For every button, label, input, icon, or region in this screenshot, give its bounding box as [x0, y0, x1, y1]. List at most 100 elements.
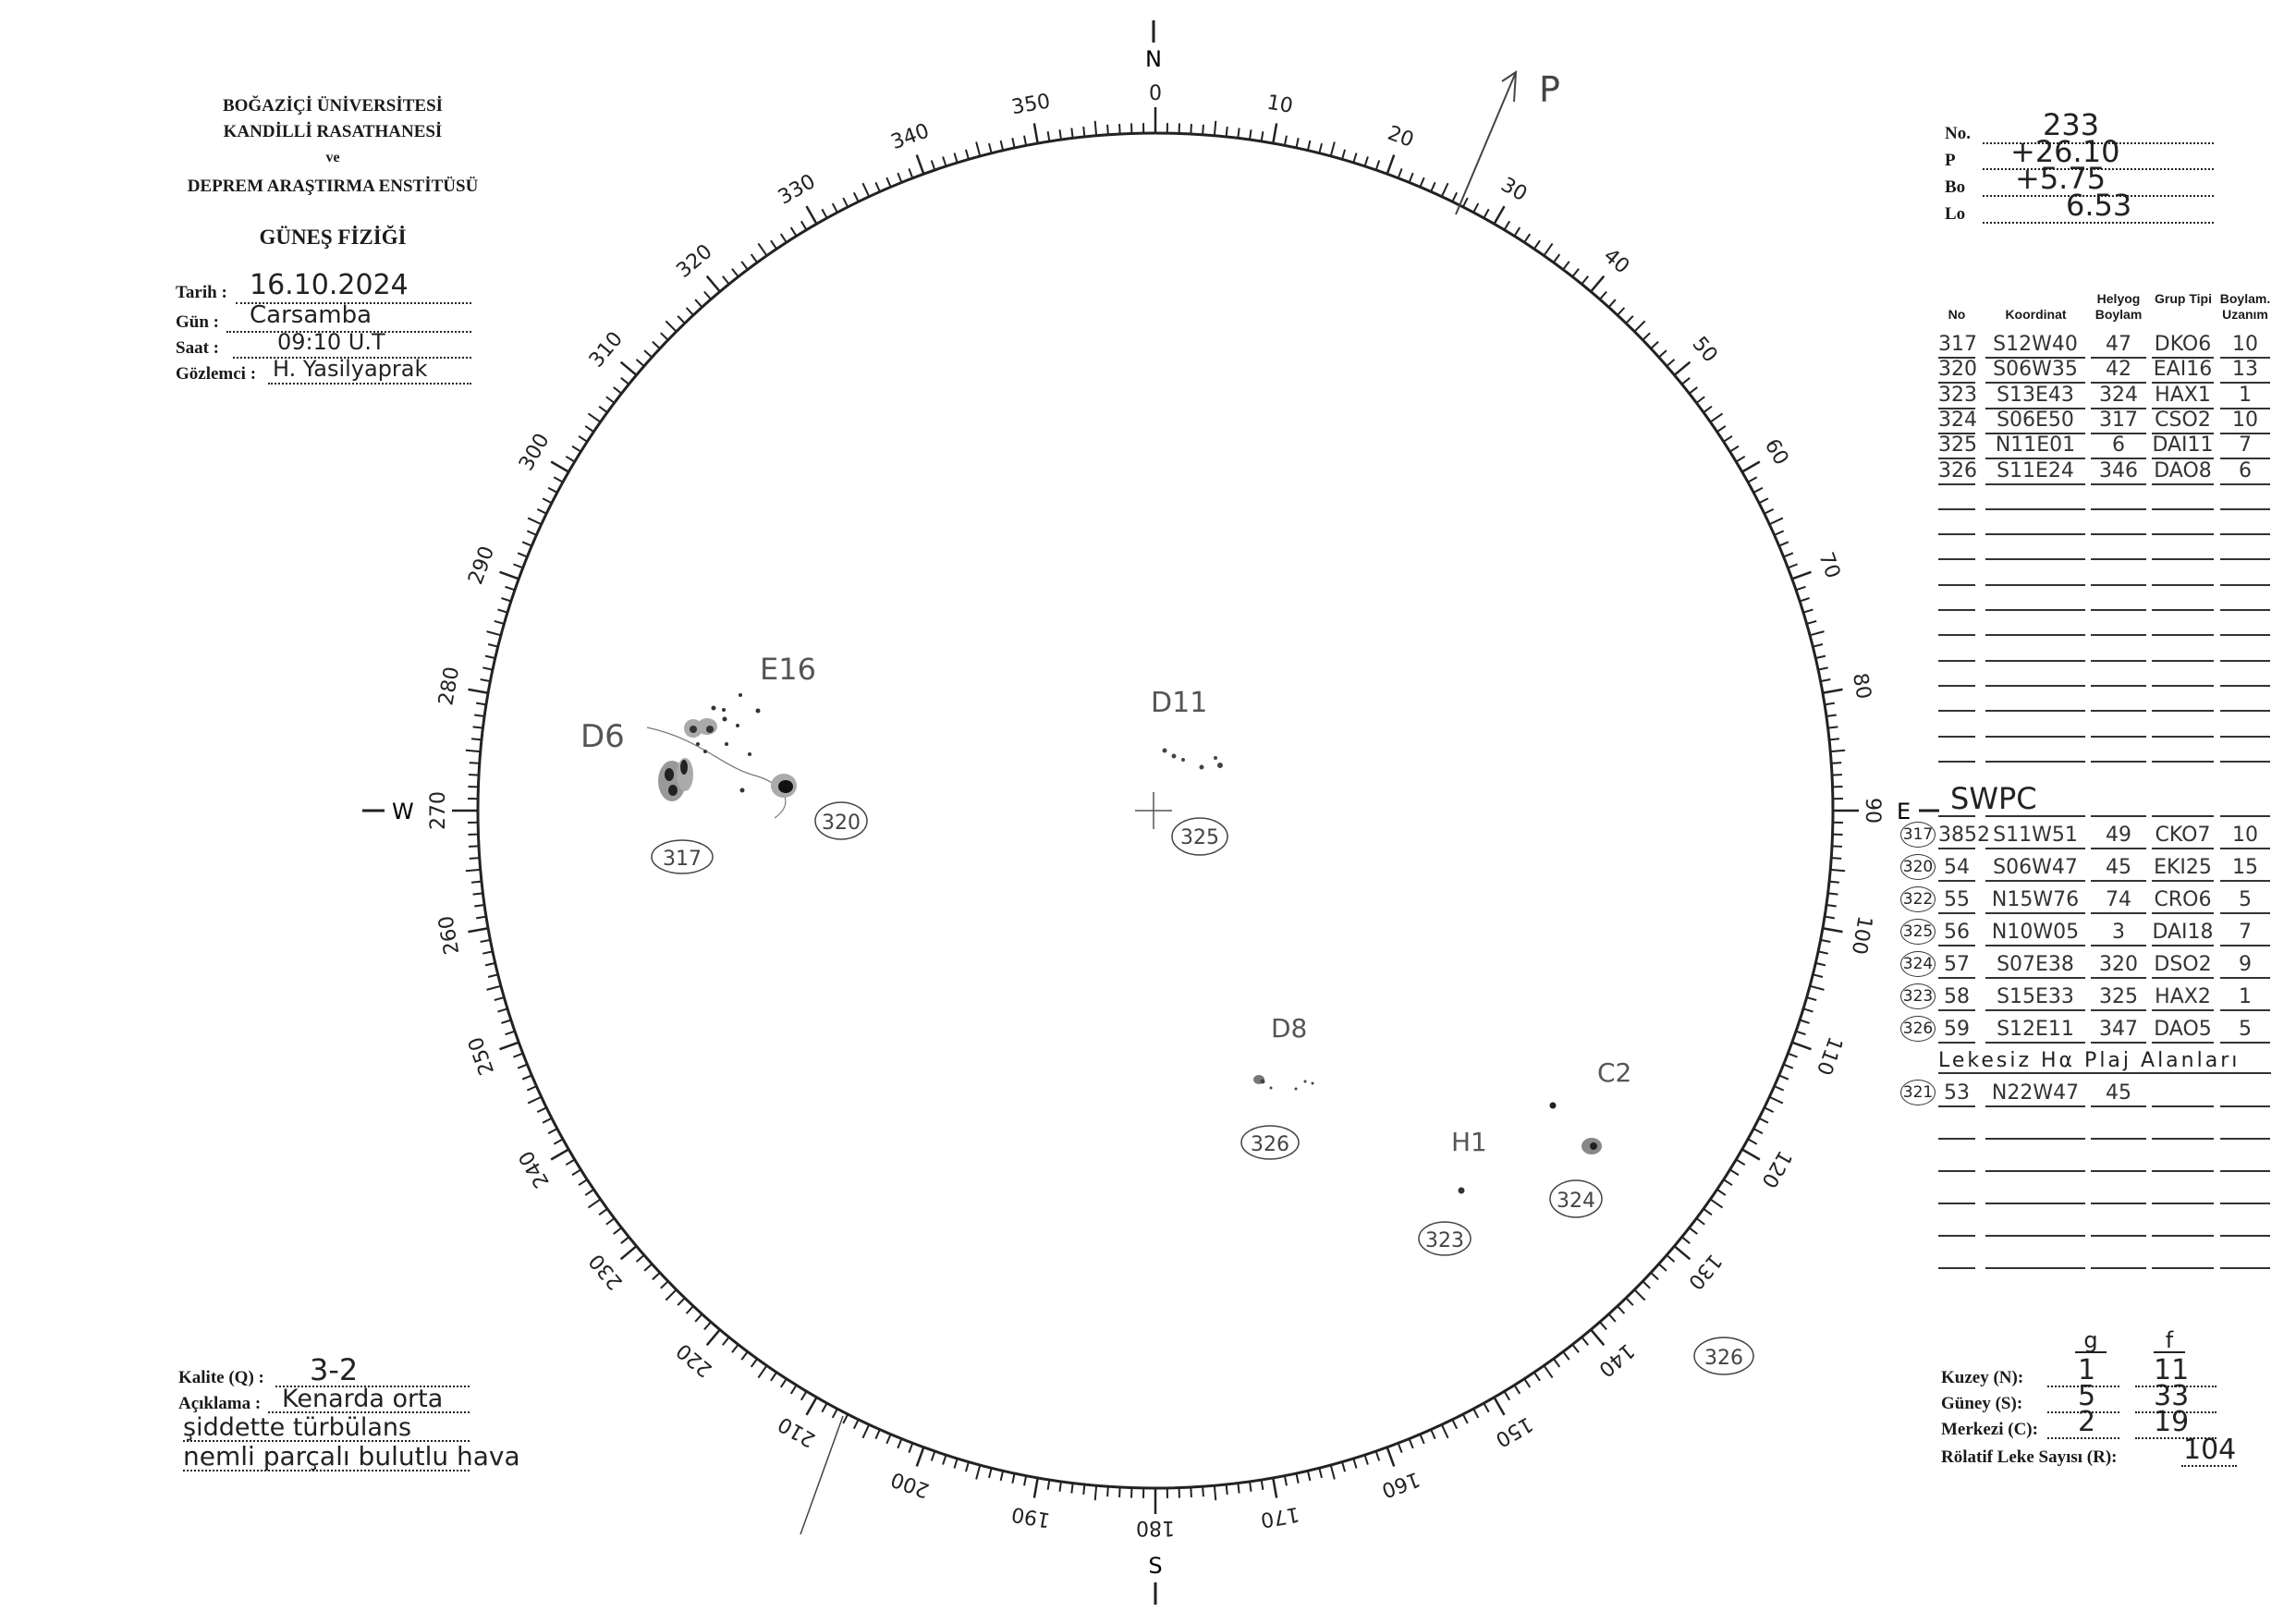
- degree-tick: [499, 1041, 519, 1051]
- degree-label: 0: [1149, 82, 1162, 105]
- degree-tick: [1272, 123, 1278, 144]
- degree-tick: [1830, 868, 1846, 873]
- degree-label: 330: [775, 170, 820, 210]
- degree-tick: [620, 377, 629, 385]
- degree-tick: [517, 1063, 528, 1069]
- degree-tick: [1824, 702, 1835, 706]
- degree-label: 350: [1009, 90, 1052, 119]
- table-cell: [2091, 609, 2146, 637]
- degree-tick: [1386, 1447, 1396, 1467]
- degree-tick: [694, 299, 703, 308]
- degree-label: 120: [1756, 1146, 1796, 1191]
- degree-tick: [1483, 208, 1490, 219]
- degree-tick: [800, 220, 808, 231]
- degree-label: 50: [1687, 333, 1721, 368]
- south-f: 33: [2154, 1380, 2190, 1412]
- degree-tick: [1802, 1007, 1814, 1013]
- degree-tick: [1503, 1390, 1511, 1401]
- table-cell: [1985, 584, 2085, 611]
- degree-tick: [1764, 507, 1775, 515]
- degree-tick: [1729, 1168, 1740, 1177]
- table-cell: [2152, 736, 2214, 763]
- degree-tick: [1812, 643, 1824, 648]
- table-cell: [2220, 508, 2270, 536]
- degree-label: 210: [775, 1411, 820, 1451]
- group-id-label: 325: [1180, 826, 1219, 849]
- degree-tick: [1709, 412, 1724, 423]
- degree-tick: [1806, 996, 1817, 1002]
- degree-tick: [1318, 142, 1323, 154]
- table-cell: [2152, 1113, 2214, 1140]
- table-cell: [2220, 1113, 2270, 1140]
- table-cell: [2152, 790, 2214, 817]
- group-id-badge: [651, 839, 714, 874]
- table-cell: [1938, 483, 1975, 510]
- degree-tick: [1820, 938, 1831, 943]
- degree-tick: [472, 892, 483, 896]
- degree-tick: [1397, 168, 1403, 179]
- degree-tick: [1011, 1472, 1016, 1484]
- table-cell: 317: [1938, 332, 1977, 359]
- degree-tick: [1106, 1486, 1109, 1497]
- degree-tick: [1581, 1337, 1589, 1346]
- table-cell: [2220, 1081, 2270, 1107]
- degree-tick: [1295, 138, 1300, 149]
- degree-tick: [677, 315, 686, 324]
- degree-tick: [1533, 1372, 1541, 1382]
- group-id-label: 320: [822, 812, 861, 835]
- degree-label: 110: [1812, 1033, 1847, 1078]
- group-id-badge: [1240, 1125, 1300, 1160]
- degree-tick: [1716, 1189, 1727, 1196]
- degree-tick: [480, 938, 491, 943]
- table-cell: 10: [2220, 408, 2270, 434]
- table-cell: 7: [2220, 920, 2270, 946]
- degree-tick: [1363, 156, 1369, 167]
- group-id-label: 324: [1557, 1190, 1595, 1213]
- degree-tick: [486, 630, 502, 637]
- degree-label: 100: [1847, 914, 1876, 957]
- table-cell: [2220, 584, 2270, 611]
- degree-tick: [1352, 153, 1358, 164]
- degree-tick: [1440, 1423, 1449, 1439]
- degree-tick: [831, 202, 838, 214]
- degree-tick: [482, 950, 494, 955]
- degree-tick: [660, 1280, 669, 1289]
- observer-value: H. Yasilyaprak: [273, 356, 428, 382]
- observer-label: Gözlemci :: [176, 364, 257, 384]
- degree-tick: [526, 530, 537, 536]
- table-cell: 10: [2220, 332, 2270, 359]
- degree-tick: [703, 1321, 712, 1331]
- time-label: Saat :: [176, 338, 219, 358]
- center-g: 2: [2078, 1406, 2096, 1438]
- table-cell: DAO8: [2152, 458, 2214, 485]
- south-label: S: [1148, 1553, 1162, 1579]
- degree-tick: [1747, 1138, 1758, 1145]
- table-cell: S12E11: [1985, 1017, 2085, 1044]
- degree-tick: [1483, 1402, 1490, 1413]
- south-label: Güney (S):: [1941, 1394, 2023, 1413]
- swpc-ref-badge: 320: [1900, 854, 1936, 880]
- degree-tick: [1543, 242, 1554, 257]
- degree-tick: [1831, 845, 1843, 848]
- degree-tick: [770, 239, 777, 250]
- table-cell: 323: [1938, 383, 1977, 409]
- degree-tick: [1046, 1479, 1051, 1490]
- day-value: Carsamba: [250, 301, 372, 329]
- degree-tick: [1329, 1464, 1336, 1480]
- degree-tick: [1783, 1063, 1794, 1069]
- degree-tick: [1688, 1227, 1698, 1235]
- table-cell: [2091, 508, 2146, 536]
- table-cell: [2152, 660, 2214, 687]
- degree-tick: [1472, 1408, 1480, 1419]
- north-g: 1: [2078, 1354, 2096, 1386]
- degree-tick: [740, 1350, 749, 1361]
- degree-tick: [750, 253, 758, 263]
- degree-tick: [484, 654, 496, 660]
- degree-tick: [1493, 205, 1506, 225]
- degree-label: 200: [888, 1467, 933, 1502]
- no-value: 233: [2043, 107, 2100, 142]
- group-id-label: 317: [663, 848, 702, 871]
- degree-tick: [565, 455, 576, 463]
- degree-tick: [1440, 182, 1449, 198]
